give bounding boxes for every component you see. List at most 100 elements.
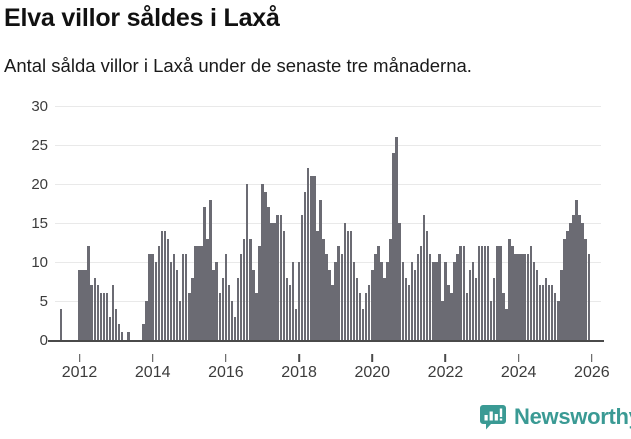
- bar: [401, 262, 404, 340]
- bar: [496, 246, 499, 340]
- bar: [419, 246, 423, 340]
- x-axis-tick-label: 2012: [61, 364, 98, 381]
- bar: [117, 324, 121, 340]
- bar: [191, 277, 194, 340]
- bar: [59, 308, 63, 340]
- bar: [541, 285, 545, 340]
- bar: [450, 293, 453, 340]
- bar: [489, 301, 493, 340]
- bar: [81, 269, 84, 340]
- bar: [499, 246, 502, 340]
- bar: [560, 269, 563, 340]
- bar: [166, 238, 170, 340]
- bar: [416, 254, 420, 340]
- bar: [377, 246, 380, 340]
- bar: [526, 254, 530, 340]
- gridline: [55, 301, 601, 302]
- gridlines-layer: [48, 106, 604, 342]
- bar: [569, 223, 572, 340]
- bar: [413, 269, 417, 340]
- bar: [480, 246, 484, 340]
- bar: [288, 285, 292, 340]
- x-axis-tick-mark: [591, 354, 593, 362]
- y-axis-tick-label: 30: [31, 98, 48, 115]
- bar: [249, 238, 252, 340]
- bar: [188, 293, 191, 340]
- bar: [508, 238, 511, 340]
- bar: [148, 254, 151, 340]
- bar: [572, 215, 575, 340]
- x-axis-tick-mark: [151, 354, 154, 362]
- bar: [145, 301, 148, 340]
- bar: [203, 207, 206, 340]
- bar: [532, 262, 536, 340]
- y-axis-ticks: 0 5 10 15 20 25 30: [0, 98, 601, 349]
- bar: [154, 262, 157, 340]
- bar: [514, 254, 517, 340]
- bar: [547, 285, 551, 340]
- x-axis-tick-label: 2014: [134, 364, 171, 381]
- bar: [447, 285, 450, 340]
- bar: [404, 277, 408, 340]
- x-axis-tick-mark: [225, 354, 227, 362]
- gridline: [55, 223, 601, 224]
- x-axis-tick-mark: [371, 354, 374, 362]
- bar: [114, 308, 118, 340]
- bar: [233, 316, 237, 340]
- bar: [492, 277, 496, 340]
- bar: [550, 285, 554, 340]
- bar: [374, 254, 377, 340]
- x-axis-tick-label: 2026: [574, 364, 610, 381]
- x-axis-ticks: 2012 2014 2016 2018 2020 2022 2024 2026: [55, 106, 610, 381]
- bar: [270, 223, 273, 340]
- bar: [319, 199, 322, 340]
- bar: [337, 246, 340, 340]
- bar: [224, 254, 228, 340]
- bar: [303, 191, 307, 340]
- bar: [349, 230, 353, 340]
- bar: [557, 301, 560, 340]
- bar: [502, 293, 505, 340]
- bar: [435, 262, 438, 340]
- bar: [276, 215, 279, 340]
- bar: [331, 285, 334, 340]
- newsworthy-logo[interactable]: Newsworthy: [480, 404, 631, 430]
- bar: [529, 246, 533, 340]
- bar: [343, 223, 347, 340]
- bar: [566, 230, 569, 340]
- x-axis-tick-label: 2022: [427, 364, 464, 381]
- y-axis-tick-label: 15: [31, 215, 48, 232]
- bar: [221, 277, 225, 340]
- bar: [520, 254, 523, 340]
- bar: [261, 184, 264, 340]
- bar-chart-speech-bubble-icon: [480, 404, 506, 430]
- page-title: Elva villor såldes i Laxå: [4, 4, 280, 32]
- y-axis-tick-label: 0: [39, 332, 48, 349]
- bar: [389, 238, 392, 340]
- bar: [468, 269, 472, 340]
- bar: [285, 277, 289, 340]
- bar: [181, 254, 185, 340]
- bar: [355, 277, 359, 340]
- x-axis-tick-mark: [298, 354, 300, 362]
- bar: [218, 293, 222, 340]
- bar: [316, 230, 319, 340]
- bar: [245, 184, 249, 340]
- bar: [505, 308, 508, 340]
- bar: [553, 293, 557, 340]
- bar: [334, 262, 337, 340]
- bar: [206, 238, 209, 340]
- bar: [300, 215, 304, 340]
- bar: [194, 246, 197, 340]
- bar: [111, 285, 115, 340]
- bar: [477, 246, 481, 340]
- bar: [172, 254, 176, 340]
- bar: [462, 246, 465, 340]
- bar: [395, 137, 398, 340]
- bar: [441, 301, 444, 340]
- bar: [483, 246, 487, 340]
- bar: [544, 277, 548, 340]
- bar-chart: 0 5 10 15 20 25 30 2012 2014 2016 2018 2020 2022 202…: [0, 92, 631, 392]
- bar: [294, 308, 298, 340]
